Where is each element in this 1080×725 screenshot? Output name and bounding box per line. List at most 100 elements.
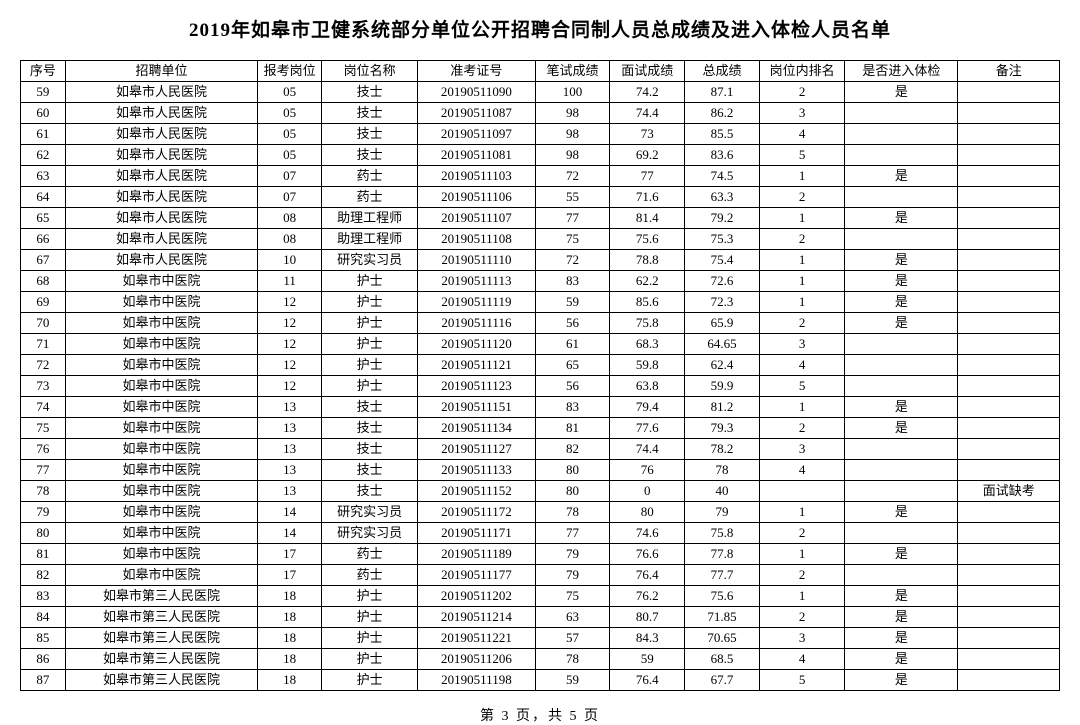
table-cell: 如皋市人民医院 xyxy=(65,208,257,229)
table-cell xyxy=(958,649,1060,670)
table-cell: 如皋市第三人民医院 xyxy=(65,586,257,607)
table-cell: 71.6 xyxy=(610,187,685,208)
table-cell: 71.85 xyxy=(685,607,760,628)
results-table: 序号 招聘单位 报考岗位 岗位名称 准考证号 笔试成绩 面试成绩 总成绩 岗位内… xyxy=(20,60,1060,691)
table-cell: 是 xyxy=(845,271,958,292)
table-cell: 20190511120 xyxy=(418,334,535,355)
table-cell: 79 xyxy=(535,544,610,565)
table-cell: 如皋市人民医院 xyxy=(65,250,257,271)
table-cell: 80 xyxy=(535,481,610,502)
table-cell: 20190511221 xyxy=(418,628,535,649)
table-cell: 56 xyxy=(535,313,610,334)
table-cell: 12 xyxy=(258,334,322,355)
table-cell: 12 xyxy=(258,292,322,313)
table-cell xyxy=(958,250,1060,271)
table-cell xyxy=(958,208,1060,229)
table-row: 83如皋市第三人民医院18护士201905112027576.275.61是 xyxy=(21,586,1060,607)
table-cell: 12 xyxy=(258,313,322,334)
table-cell: 面试缺考 xyxy=(958,481,1060,502)
table-cell: 助理工程师 xyxy=(322,208,418,229)
table-cell: 18 xyxy=(258,628,322,649)
table-cell: 如皋市中医院 xyxy=(65,502,257,523)
table-cell: 药士 xyxy=(322,166,418,187)
table-cell: 59 xyxy=(610,649,685,670)
table-cell: 护士 xyxy=(322,271,418,292)
table-cell: 63.3 xyxy=(685,187,760,208)
table-cell: 技士 xyxy=(322,397,418,418)
table-cell: 83 xyxy=(535,397,610,418)
table-cell: 如皋市中医院 xyxy=(65,292,257,313)
table-cell: 73 xyxy=(610,124,685,145)
table-cell: 87.1 xyxy=(685,82,760,103)
table-cell: 80.7 xyxy=(610,607,685,628)
table-cell: 87 xyxy=(21,670,66,691)
table-cell: 如皋市人民医院 xyxy=(65,187,257,208)
table-cell xyxy=(958,586,1060,607)
table-cell: 63 xyxy=(21,166,66,187)
table-cell: 3 xyxy=(759,103,844,124)
table-cell: 55 xyxy=(535,187,610,208)
table-cell: 是 xyxy=(845,313,958,334)
table-body: 59如皋市人民医院05技士2019051109010074.287.12是60如… xyxy=(21,82,1060,691)
table-cell xyxy=(845,229,958,250)
table-cell: 77.7 xyxy=(685,565,760,586)
table-cell xyxy=(958,271,1060,292)
table-cell xyxy=(958,502,1060,523)
table-cell: 77.8 xyxy=(685,544,760,565)
table-row: 72如皋市中医院12护士201905111216559.862.44 xyxy=(21,355,1060,376)
table-cell: 74.5 xyxy=(685,166,760,187)
table-cell: 85.5 xyxy=(685,124,760,145)
table-cell: 20190511152 xyxy=(418,481,535,502)
table-cell: 07 xyxy=(258,166,322,187)
table-cell: 1 xyxy=(759,166,844,187)
table-cell: 05 xyxy=(258,124,322,145)
table-cell: 20190511119 xyxy=(418,292,535,313)
table-cell: 59.9 xyxy=(685,376,760,397)
table-cell: 76.2 xyxy=(610,586,685,607)
table-cell: 68.5 xyxy=(685,649,760,670)
table-row: 85如皋市第三人民医院18护士201905112215784.370.653是 xyxy=(21,628,1060,649)
table-cell xyxy=(845,145,958,166)
table-cell: 是 xyxy=(845,208,958,229)
table-cell: 20190511151 xyxy=(418,397,535,418)
table-cell: 77.6 xyxy=(610,418,685,439)
table-cell: 20190511108 xyxy=(418,229,535,250)
table-cell xyxy=(958,523,1060,544)
table-row: 65如皋市人民医院08助理工程师201905111077781.479.21是 xyxy=(21,208,1060,229)
table-cell: 1 xyxy=(759,208,844,229)
table-cell xyxy=(958,397,1060,418)
table-cell xyxy=(958,628,1060,649)
table-cell: 78 xyxy=(685,460,760,481)
table-cell: 20190511206 xyxy=(418,649,535,670)
table-cell: 如皋市中医院 xyxy=(65,397,257,418)
table-cell: 3 xyxy=(759,439,844,460)
table-cell: 如皋市中医院 xyxy=(65,481,257,502)
table-cell xyxy=(958,355,1060,376)
table-cell: 1 xyxy=(759,397,844,418)
table-cell: 78 xyxy=(21,481,66,502)
table-cell: 77 xyxy=(21,460,66,481)
table-cell: 如皋市中医院 xyxy=(65,544,257,565)
table-cell: 如皋市人民医院 xyxy=(65,124,257,145)
table-cell xyxy=(958,418,1060,439)
table-cell: 79 xyxy=(535,565,610,586)
table-cell: 75 xyxy=(535,586,610,607)
table-cell: 68 xyxy=(21,271,66,292)
table-cell: 技士 xyxy=(322,145,418,166)
table-cell: 20190511097 xyxy=(418,124,535,145)
table-cell: 2 xyxy=(759,607,844,628)
table-cell: 18 xyxy=(258,586,322,607)
table-cell: 72 xyxy=(535,250,610,271)
table-cell xyxy=(958,565,1060,586)
table-cell: 如皋市第三人民医院 xyxy=(65,670,257,691)
table-cell xyxy=(845,460,958,481)
table-cell: 81.2 xyxy=(685,397,760,418)
table-cell: 5 xyxy=(759,376,844,397)
table-cell: 13 xyxy=(258,481,322,502)
table-cell: 5 xyxy=(759,145,844,166)
table-cell: 2 xyxy=(759,313,844,334)
table-cell: 75 xyxy=(21,418,66,439)
table-cell: 76 xyxy=(610,460,685,481)
table-cell: 82 xyxy=(535,439,610,460)
table-header-row: 序号 招聘单位 报考岗位 岗位名称 准考证号 笔试成绩 面试成绩 总成绩 岗位内… xyxy=(21,61,1060,82)
